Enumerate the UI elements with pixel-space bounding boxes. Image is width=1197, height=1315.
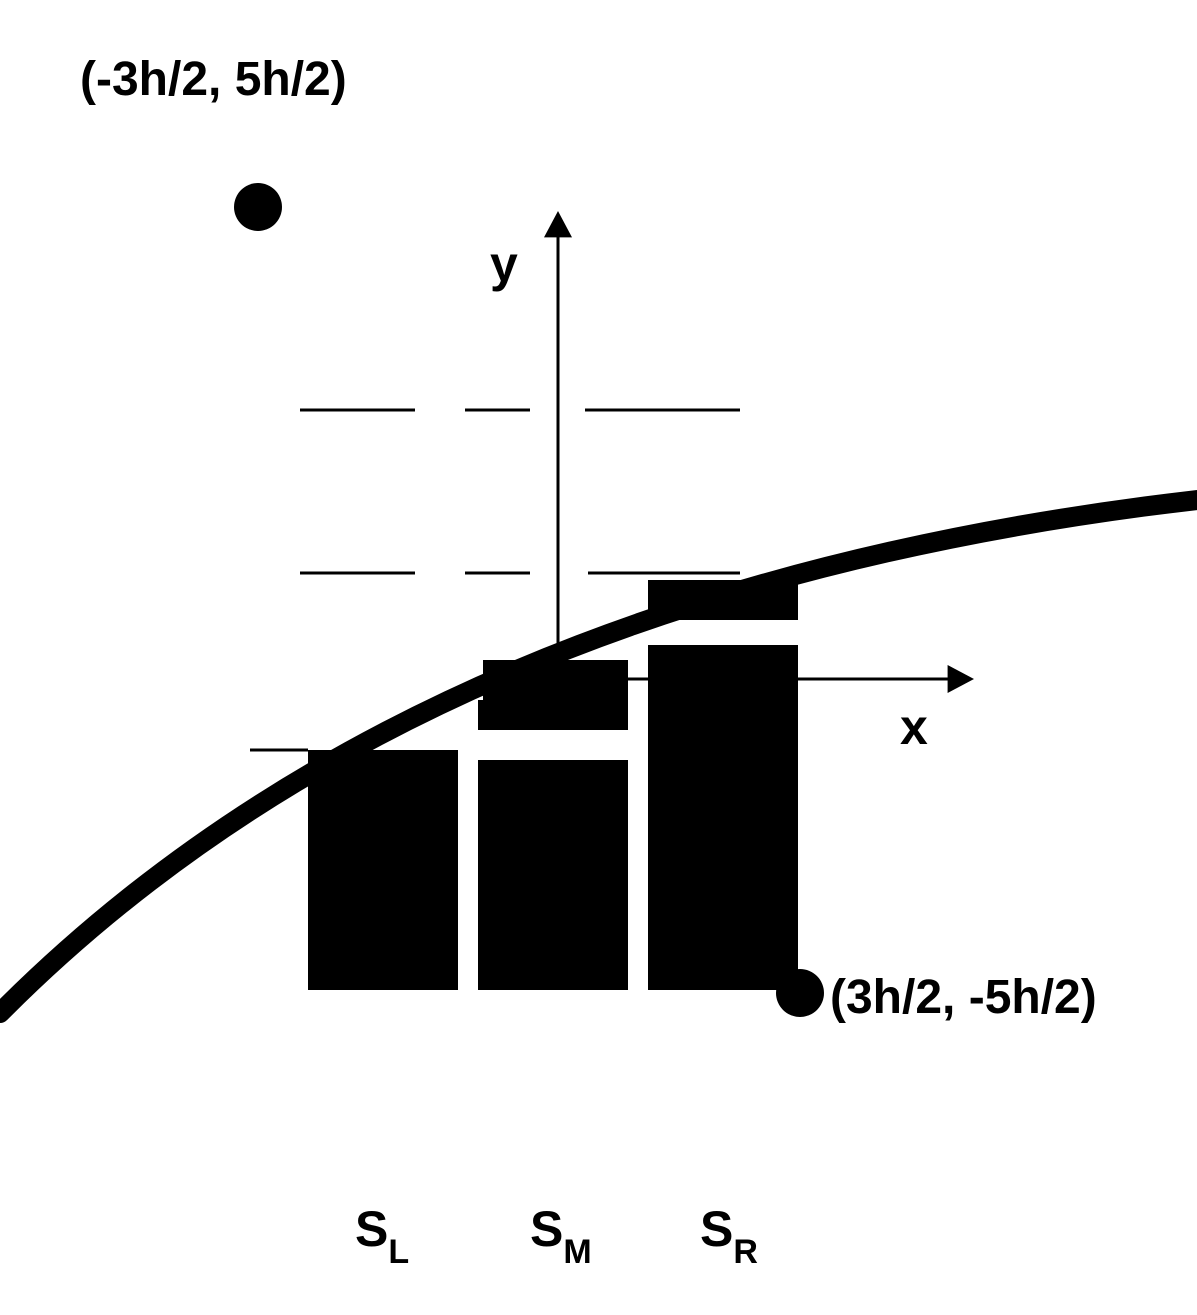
point-top-left xyxy=(234,183,282,231)
bar-white-overlay-1 xyxy=(648,620,798,645)
bar-SL xyxy=(308,750,458,990)
region-label-sm: SM xyxy=(530,1200,592,1266)
axis-label-y: y xyxy=(490,235,518,293)
region-label-sl: SL xyxy=(355,1200,409,1266)
bar-SM xyxy=(478,660,628,990)
point-label-bottom-right: (3h/2, -5h/2) xyxy=(830,970,1097,1025)
x-axis-arrow-icon xyxy=(948,665,974,693)
point-bottom-right xyxy=(776,969,824,1017)
bars-group xyxy=(308,580,798,990)
region-label-sr: SR xyxy=(700,1200,758,1266)
y-axis-arrow-icon xyxy=(544,211,572,237)
axis-label-x: x xyxy=(900,698,928,756)
bar-white-overlay-0 xyxy=(478,730,628,760)
point-label-top-left: (-3h/2, 5h/2) xyxy=(80,52,347,107)
